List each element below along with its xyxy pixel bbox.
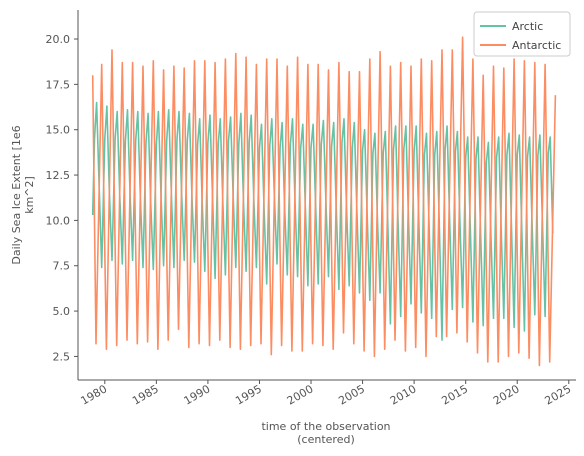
- y-axis-label-line2: km^2]: [23, 176, 36, 214]
- axes: [77, 10, 576, 381]
- x-tick-label: 2015: [439, 382, 470, 407]
- legend: Arctic Antarctic: [473, 11, 571, 57]
- legend-label-arctic: Arctic: [512, 20, 543, 33]
- y-tick-label: 7.5: [53, 260, 71, 273]
- x-tick-label: 1985: [130, 382, 161, 407]
- y-tick-label: 20.0: [46, 33, 71, 46]
- x-tick-label: 2020: [491, 382, 522, 407]
- x-tick-label: 1980: [79, 382, 110, 407]
- y-tick-label: 12.5: [46, 169, 71, 182]
- series-line-arctic: [91, 101, 554, 341]
- y-axis-label-line1: Daily Sea Ice Extent [1e6: [10, 125, 23, 264]
- plot-lines: [91, 36, 557, 367]
- y-tick-label: 17.5: [46, 78, 71, 91]
- x-tick-label: 2005: [336, 382, 367, 407]
- x-axis-label-line2: (centered): [297, 433, 354, 446]
- y-tick-label: 10.0: [46, 214, 71, 227]
- x-axis-ticks: 1980 1985 1990 1995 2000 2005 2010 2015 2020 2025: [79, 380, 574, 408]
- y-axis-ticks: 2.5 5.0 7.5 10.0 12.5 15.0 17.5 20.0: [46, 33, 78, 363]
- y-tick-label: 2.5: [53, 350, 71, 363]
- legend-label-antarctic: Antarctic: [512, 39, 561, 52]
- x-tick-label: 2010: [388, 382, 419, 407]
- x-tick-label: 1990: [182, 382, 213, 407]
- x-axis-label-line1: time of the observation: [261, 420, 390, 433]
- x-tick-label: 2000: [285, 382, 316, 407]
- y-tick-label: 15.0: [46, 124, 71, 137]
- y-tick-label: 5.0: [53, 305, 71, 318]
- series-line-antarctic: [91, 36, 557, 367]
- x-tick-label: 1995: [233, 382, 264, 407]
- x-tick-label: 2025: [543, 382, 574, 407]
